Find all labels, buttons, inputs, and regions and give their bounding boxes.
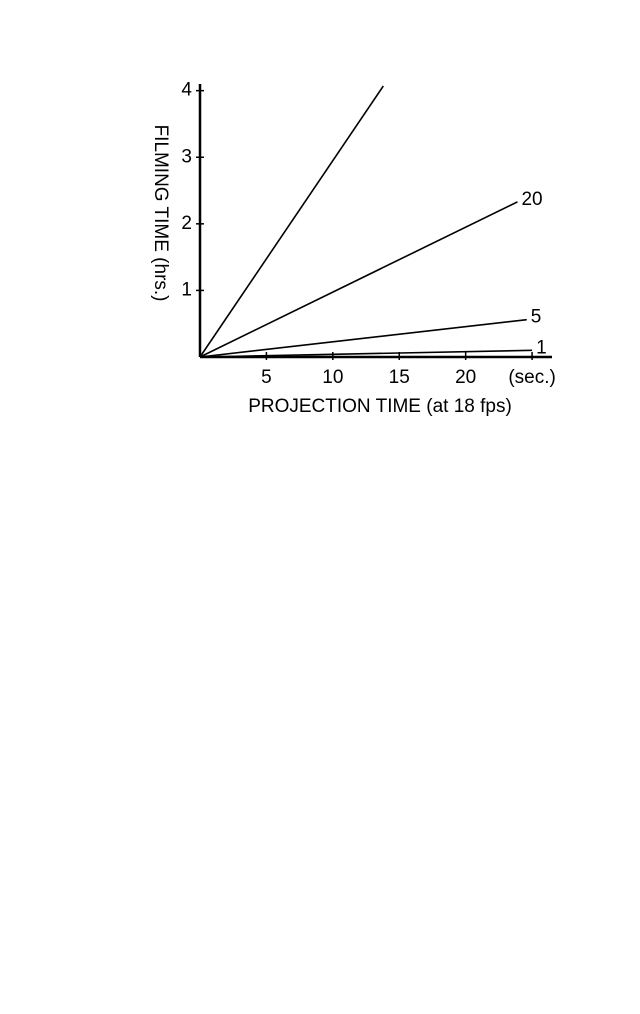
line [199, 318, 527, 358]
y-tick-label: 2 [181, 213, 192, 234]
x-tick-label: 5 [261, 367, 272, 388]
x-tick-label: 15 [389, 367, 410, 388]
y-axis-label: FILMING TIME (hrs.) [150, 125, 171, 302]
x-tick-label: 10 [322, 367, 343, 388]
line [199, 201, 518, 358]
y-tick-label: 3 [181, 146, 192, 167]
x-tick-label: 20 [455, 367, 476, 388]
x-tick-label: (sec.) [508, 367, 556, 388]
line [199, 85, 384, 358]
line [199, 349, 533, 358]
line-label: 5 [531, 307, 542, 328]
y-tick-label: 4 [181, 80, 192, 101]
y-tick-label: 1 [181, 279, 192, 300]
line-label: 20 [521, 189, 542, 210]
x-axis-label: PROJECTION TIME (at 18 fps) [248, 396, 512, 417]
line-label: 1 [536, 337, 547, 358]
